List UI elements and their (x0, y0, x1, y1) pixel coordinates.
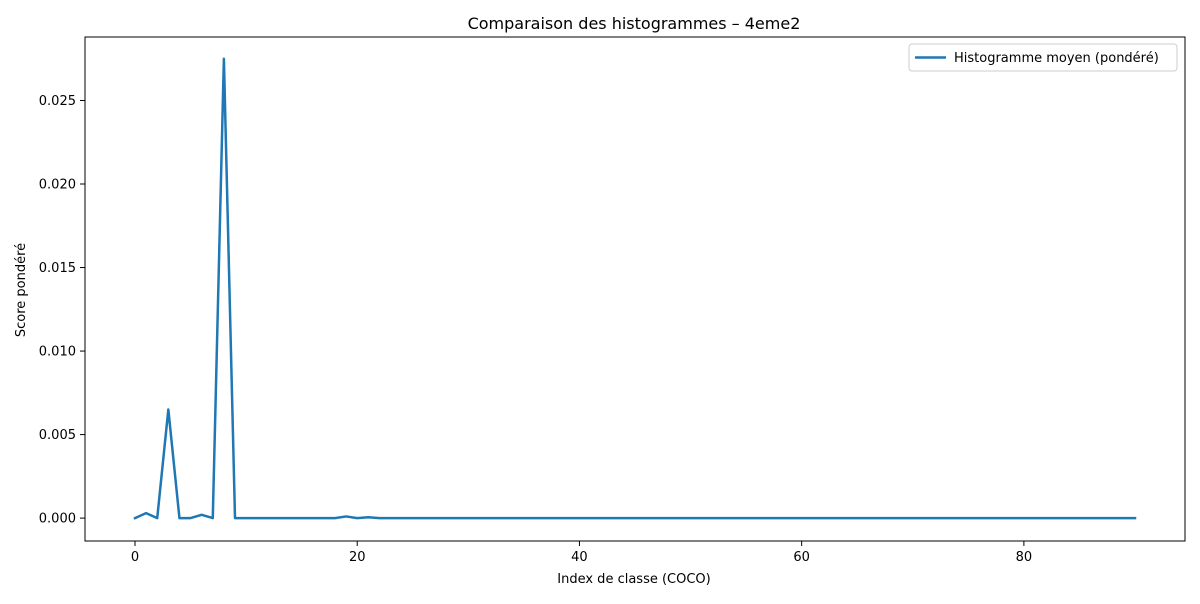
x-tick-label: 20 (349, 550, 366, 565)
legend: Histogramme moyen (pondéré) (908, 43, 1178, 72)
y-tick-label: 0.025 (39, 94, 76, 109)
legend-label: Histogramme moyen (pondéré) (954, 51, 1159, 66)
x-tick-label: 80 (1016, 550, 1033, 565)
y-tick-label: 0.010 (39, 345, 76, 360)
x-tick-label: 40 (571, 550, 588, 565)
legend-box (908, 43, 1178, 72)
ticks-layer: 0 20 40 60 80 0.000 0.005 0.010 0.015 0.020 0.025 (39, 94, 1032, 565)
y-axis-label: Score pondéré (14, 243, 29, 337)
plot-frame (84, 36, 1186, 542)
chart-title: Comparaison des histogrammes – 4eme2 (468, 14, 801, 33)
y-tick-label: 0.020 (39, 178, 76, 193)
x-tick-label: 0 (131, 550, 139, 565)
x-tick-label: 60 (793, 550, 810, 565)
series-line (133, 57, 1137, 520)
y-tick-label: 0.005 (39, 428, 76, 443)
y-tick-label: 0.015 (39, 261, 76, 276)
y-tick-label: 0.000 (39, 512, 76, 527)
x-axis-label: Index de classe (COCO) (557, 572, 710, 587)
series-layer (133, 57, 1137, 520)
